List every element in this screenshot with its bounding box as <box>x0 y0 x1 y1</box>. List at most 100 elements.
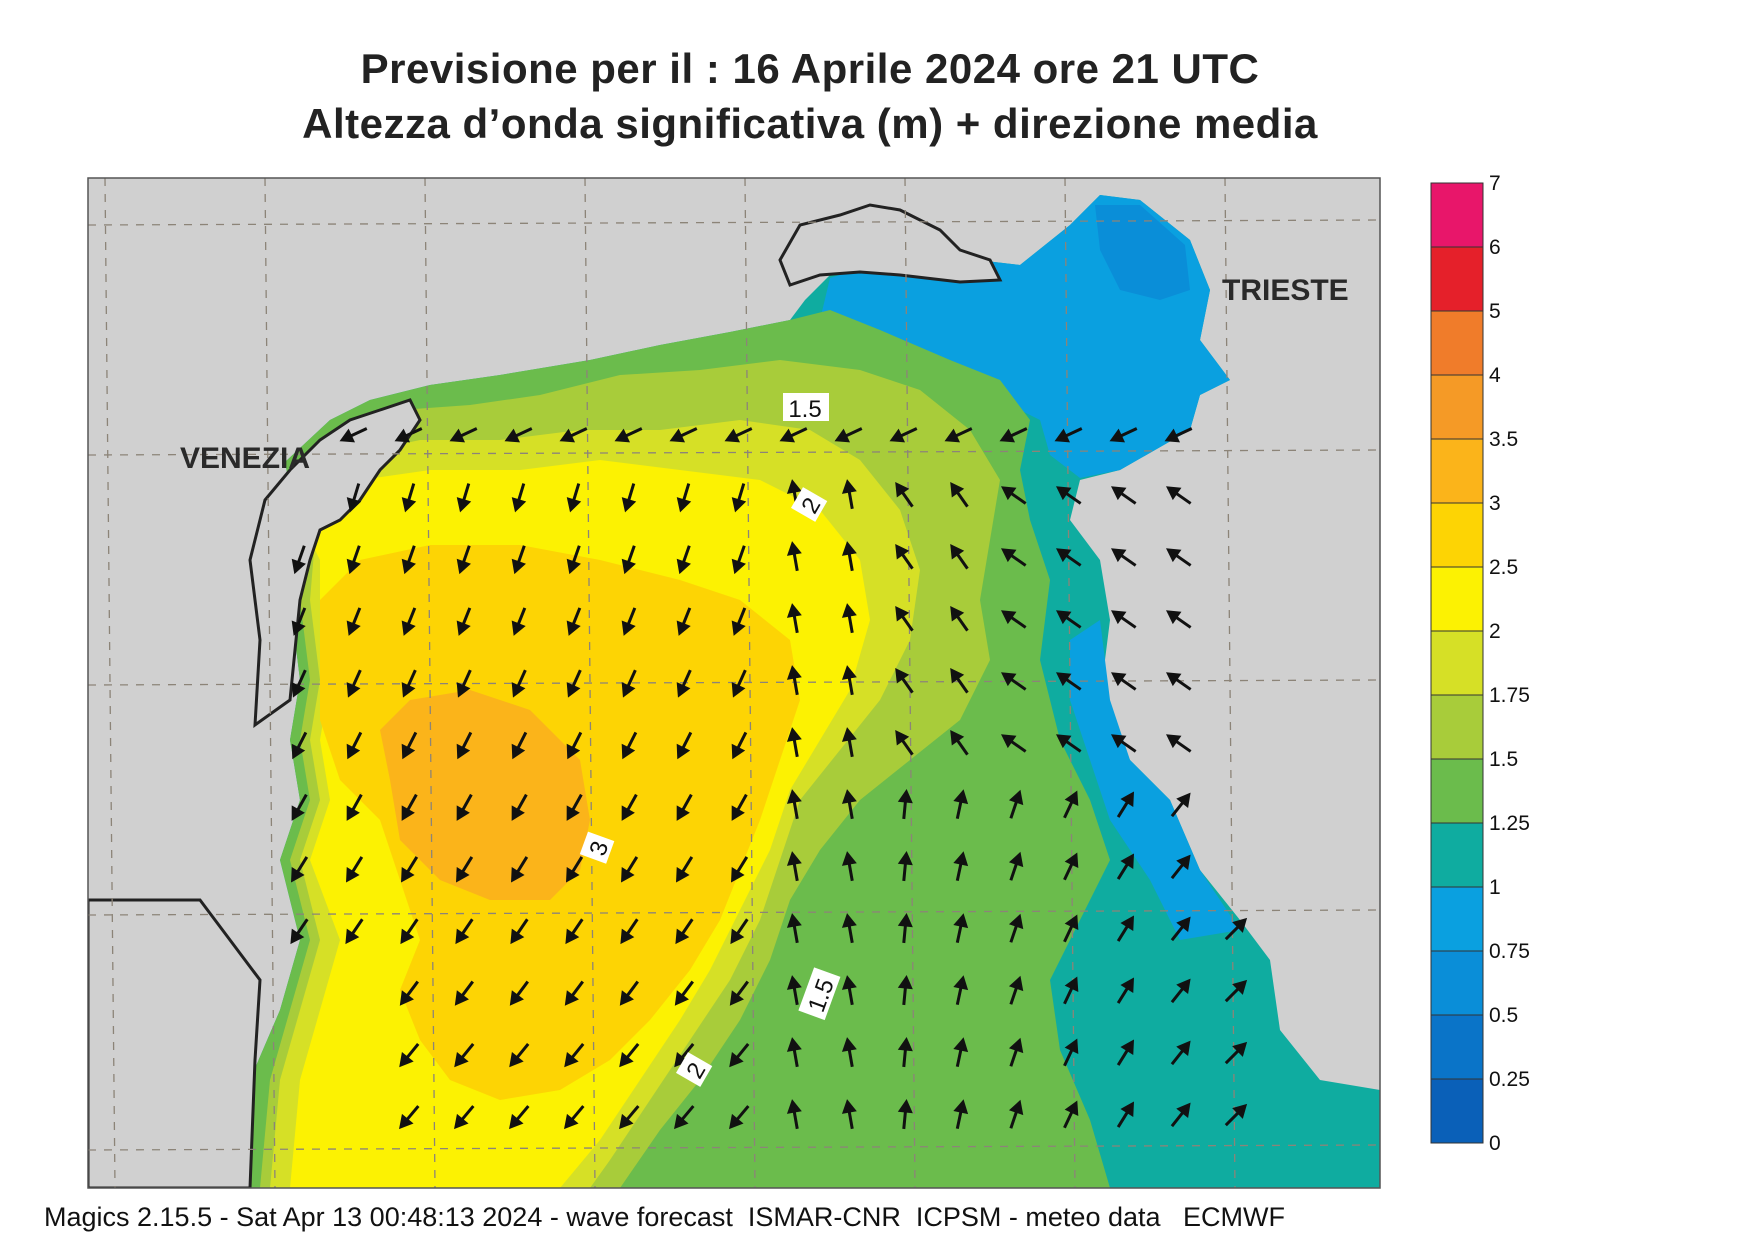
legend-label: 7 <box>1489 172 1501 195</box>
wave-direction-arrow <box>564 980 584 1006</box>
wave-direction-arrow <box>346 793 363 821</box>
wave-direction-arrow <box>669 427 698 443</box>
legend-label: 0 <box>1489 1132 1501 1155</box>
wave-direction-arrow <box>675 918 694 945</box>
wave-direction-arrow <box>291 731 308 760</box>
wave-direction-arrow <box>454 980 474 1006</box>
wave-direction-arrow <box>786 851 802 882</box>
wave-direction-arrow <box>731 793 748 821</box>
wave-direction-arrow <box>1056 672 1082 691</box>
legend-label: 1.25 <box>1489 812 1530 835</box>
wave-direction-arrow <box>1056 610 1082 629</box>
wave-direction-arrow <box>346 545 361 575</box>
wave-direction-arrow <box>841 789 857 820</box>
wave-direction-arrow <box>1170 916 1191 942</box>
wave-direction-arrow <box>454 1042 475 1068</box>
legend-label: 2.5 <box>1489 556 1518 579</box>
wave-direction-arrow <box>1111 610 1137 629</box>
wave-direction-arrow <box>729 1105 750 1130</box>
wave-direction-arrow <box>786 913 802 944</box>
map-frame <box>87 177 1381 1189</box>
wave-direction-arrow <box>1166 486 1192 505</box>
wave-direction-arrow <box>1063 1038 1079 1067</box>
svg-text:1.5: 1.5 <box>788 396 821 423</box>
wave-direction-arrow <box>953 975 969 1006</box>
wave-direction-arrow <box>456 483 472 513</box>
wave-direction-arrow <box>841 479 857 510</box>
wave-direction-arrow <box>1116 915 1135 942</box>
wave-direction-arrow <box>1116 977 1135 1004</box>
wave-direction-arrow <box>731 545 746 575</box>
wave-direction-arrow <box>786 789 802 820</box>
wave-direction-arrow <box>401 793 418 821</box>
legend-label: 3.5 <box>1489 428 1518 451</box>
wave-direction-arrow <box>346 483 362 513</box>
wave-direction-arrow <box>619 980 639 1006</box>
wave-direction-arrow <box>401 607 417 636</box>
wave-direction-arrow <box>1224 917 1248 941</box>
wave-direction-arrow <box>729 1042 750 1068</box>
wave-direction-arrow <box>1116 1101 1135 1128</box>
wave-direction-arrow <box>290 918 309 945</box>
wave-direction-arrow <box>1116 791 1135 818</box>
wave-direction-arrow <box>621 545 636 575</box>
legend-label: 2 <box>1489 620 1501 643</box>
wave-direction-arrow <box>346 607 362 636</box>
legend-color-band <box>1430 1014 1484 1080</box>
wave-direction-arrow <box>511 607 527 636</box>
wave-direction-arrow <box>953 1099 969 1130</box>
wave-direction-arrow <box>619 1105 640 1130</box>
wave-direction-arrow <box>950 668 969 694</box>
wave-direction-arrow <box>614 427 643 443</box>
wave-direction-arrow <box>1111 672 1137 691</box>
wave-direction-arrow <box>786 1099 802 1130</box>
legend-color-band <box>1430 438 1484 504</box>
legend-color-band <box>1430 374 1484 440</box>
wave-direction-arrow <box>841 1099 857 1130</box>
wave-direction-arrow <box>841 541 857 572</box>
wave-direction-arrow <box>291 607 307 636</box>
wave-direction-arrow <box>1166 672 1192 691</box>
wave-direction-arrow <box>944 427 973 443</box>
legend-label: 1.5 <box>1489 748 1518 771</box>
wave-direction-arrow <box>1170 792 1191 818</box>
wave-direction-arrow <box>339 427 368 443</box>
wave-direction-arrow <box>566 793 583 821</box>
wave-direction-arrow <box>1166 548 1192 567</box>
footer-credits: Magics 2.15.5 - Sat Apr 13 00:48:13 2024… <box>44 1202 1285 1232</box>
north-coast-land <box>778 203 1003 287</box>
wave-direction-arrow <box>1001 610 1027 629</box>
wave-direction-arrow <box>676 483 692 513</box>
wave-direction-arrow <box>889 427 918 443</box>
wave-direction-arrow <box>1170 1040 1191 1066</box>
sea-band-3-3.5 <box>380 690 590 900</box>
wave-direction-arrow <box>1111 548 1137 567</box>
wave-direction-arrow <box>1224 979 1248 1003</box>
wave-direction-arrow <box>953 913 969 944</box>
wave-direction-arrow <box>401 669 417 698</box>
wave-direction-arrow <box>897 788 913 820</box>
wave-direction-arrow <box>674 1042 695 1068</box>
wave-direction-arrow <box>1063 976 1079 1005</box>
wave-direction-arrow <box>897 912 913 944</box>
wave-direction-arrow <box>1116 1039 1135 1066</box>
wave-direction-arrow <box>786 727 802 758</box>
wave-direction-arrow <box>724 427 753 443</box>
wave-direction-arrow <box>1056 486 1082 505</box>
legend-label: 4 <box>1489 364 1501 387</box>
wave-direction-arrow <box>895 544 914 570</box>
wave-direction-arrow <box>346 856 364 883</box>
wave-direction-arrow <box>1056 734 1082 753</box>
wave-direction-arrow <box>511 856 529 883</box>
wave-direction-arrow <box>621 856 639 883</box>
wave-direction-arrow <box>509 980 529 1006</box>
wave-direction-arrow <box>1063 914 1079 943</box>
graticule-parallel <box>87 1144 1381 1151</box>
wave-direction-arrow <box>566 856 584 883</box>
contour-label-3: 3 <box>579 831 614 864</box>
wave-direction-arrow <box>564 1105 585 1130</box>
wave-direction-arrow <box>1001 672 1027 691</box>
wave-direction-arrow <box>1008 1037 1024 1067</box>
wave-direction-arrow <box>1008 1099 1024 1129</box>
wave-direction-arrow <box>786 1037 802 1068</box>
